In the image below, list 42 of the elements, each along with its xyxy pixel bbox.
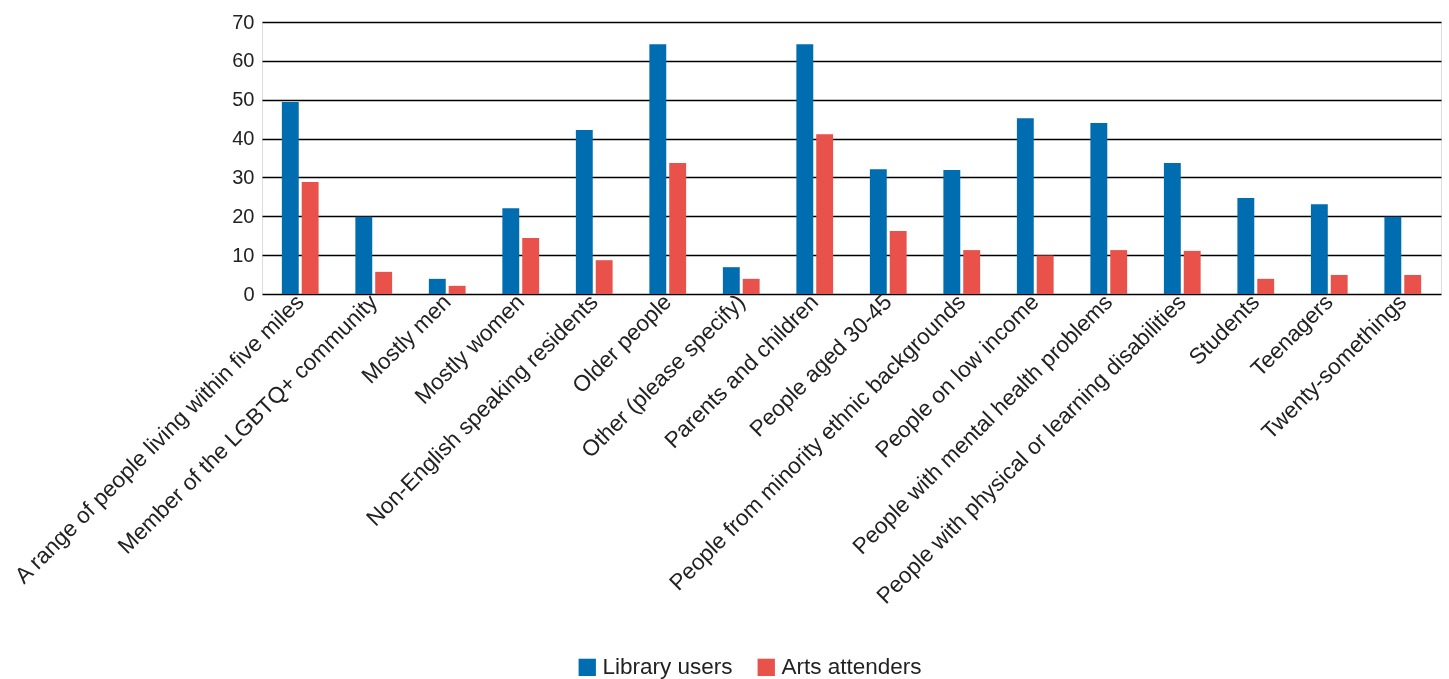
bar bbox=[1090, 123, 1108, 294]
bar bbox=[816, 134, 834, 294]
bar bbox=[301, 182, 319, 294]
bar bbox=[722, 267, 740, 294]
bar bbox=[355, 216, 373, 294]
bar bbox=[448, 285, 466, 294]
y-tick-label: 10 bbox=[232, 243, 255, 266]
bar bbox=[502, 208, 520, 294]
bar bbox=[281, 102, 299, 294]
bar bbox=[1183, 250, 1201, 294]
bar bbox=[428, 278, 446, 294]
bar bbox=[1384, 216, 1402, 294]
bar bbox=[595, 260, 613, 294]
bar bbox=[1257, 278, 1275, 294]
bar bbox=[869, 169, 887, 294]
bar bbox=[522, 238, 540, 294]
bar bbox=[1237, 198, 1255, 294]
bar bbox=[575, 130, 593, 294]
bar bbox=[1404, 274, 1422, 294]
bar bbox=[796, 44, 814, 294]
y-tick-label: 50 bbox=[232, 88, 255, 111]
legend-label: Library users bbox=[602, 654, 733, 679]
y-tick-label: 20 bbox=[232, 204, 255, 227]
y-tick-label: 30 bbox=[232, 165, 255, 188]
bar bbox=[943, 170, 961, 294]
bar bbox=[375, 271, 393, 294]
bar bbox=[1016, 118, 1034, 294]
bar bbox=[1163, 163, 1181, 294]
bar bbox=[649, 44, 667, 294]
bar bbox=[963, 250, 981, 294]
y-tick-label: 70 bbox=[232, 10, 255, 33]
bar bbox=[1310, 204, 1328, 294]
bar bbox=[889, 231, 907, 294]
y-tick-label: 60 bbox=[232, 49, 255, 72]
bar bbox=[1110, 250, 1128, 294]
bar bbox=[1036, 255, 1054, 294]
bar bbox=[669, 163, 687, 294]
y-tick-label: 40 bbox=[232, 127, 255, 150]
bar bbox=[1330, 274, 1348, 294]
y-tick-label: 0 bbox=[243, 282, 255, 305]
bar bbox=[742, 278, 760, 294]
legend-label: Arts attenders bbox=[781, 654, 922, 679]
